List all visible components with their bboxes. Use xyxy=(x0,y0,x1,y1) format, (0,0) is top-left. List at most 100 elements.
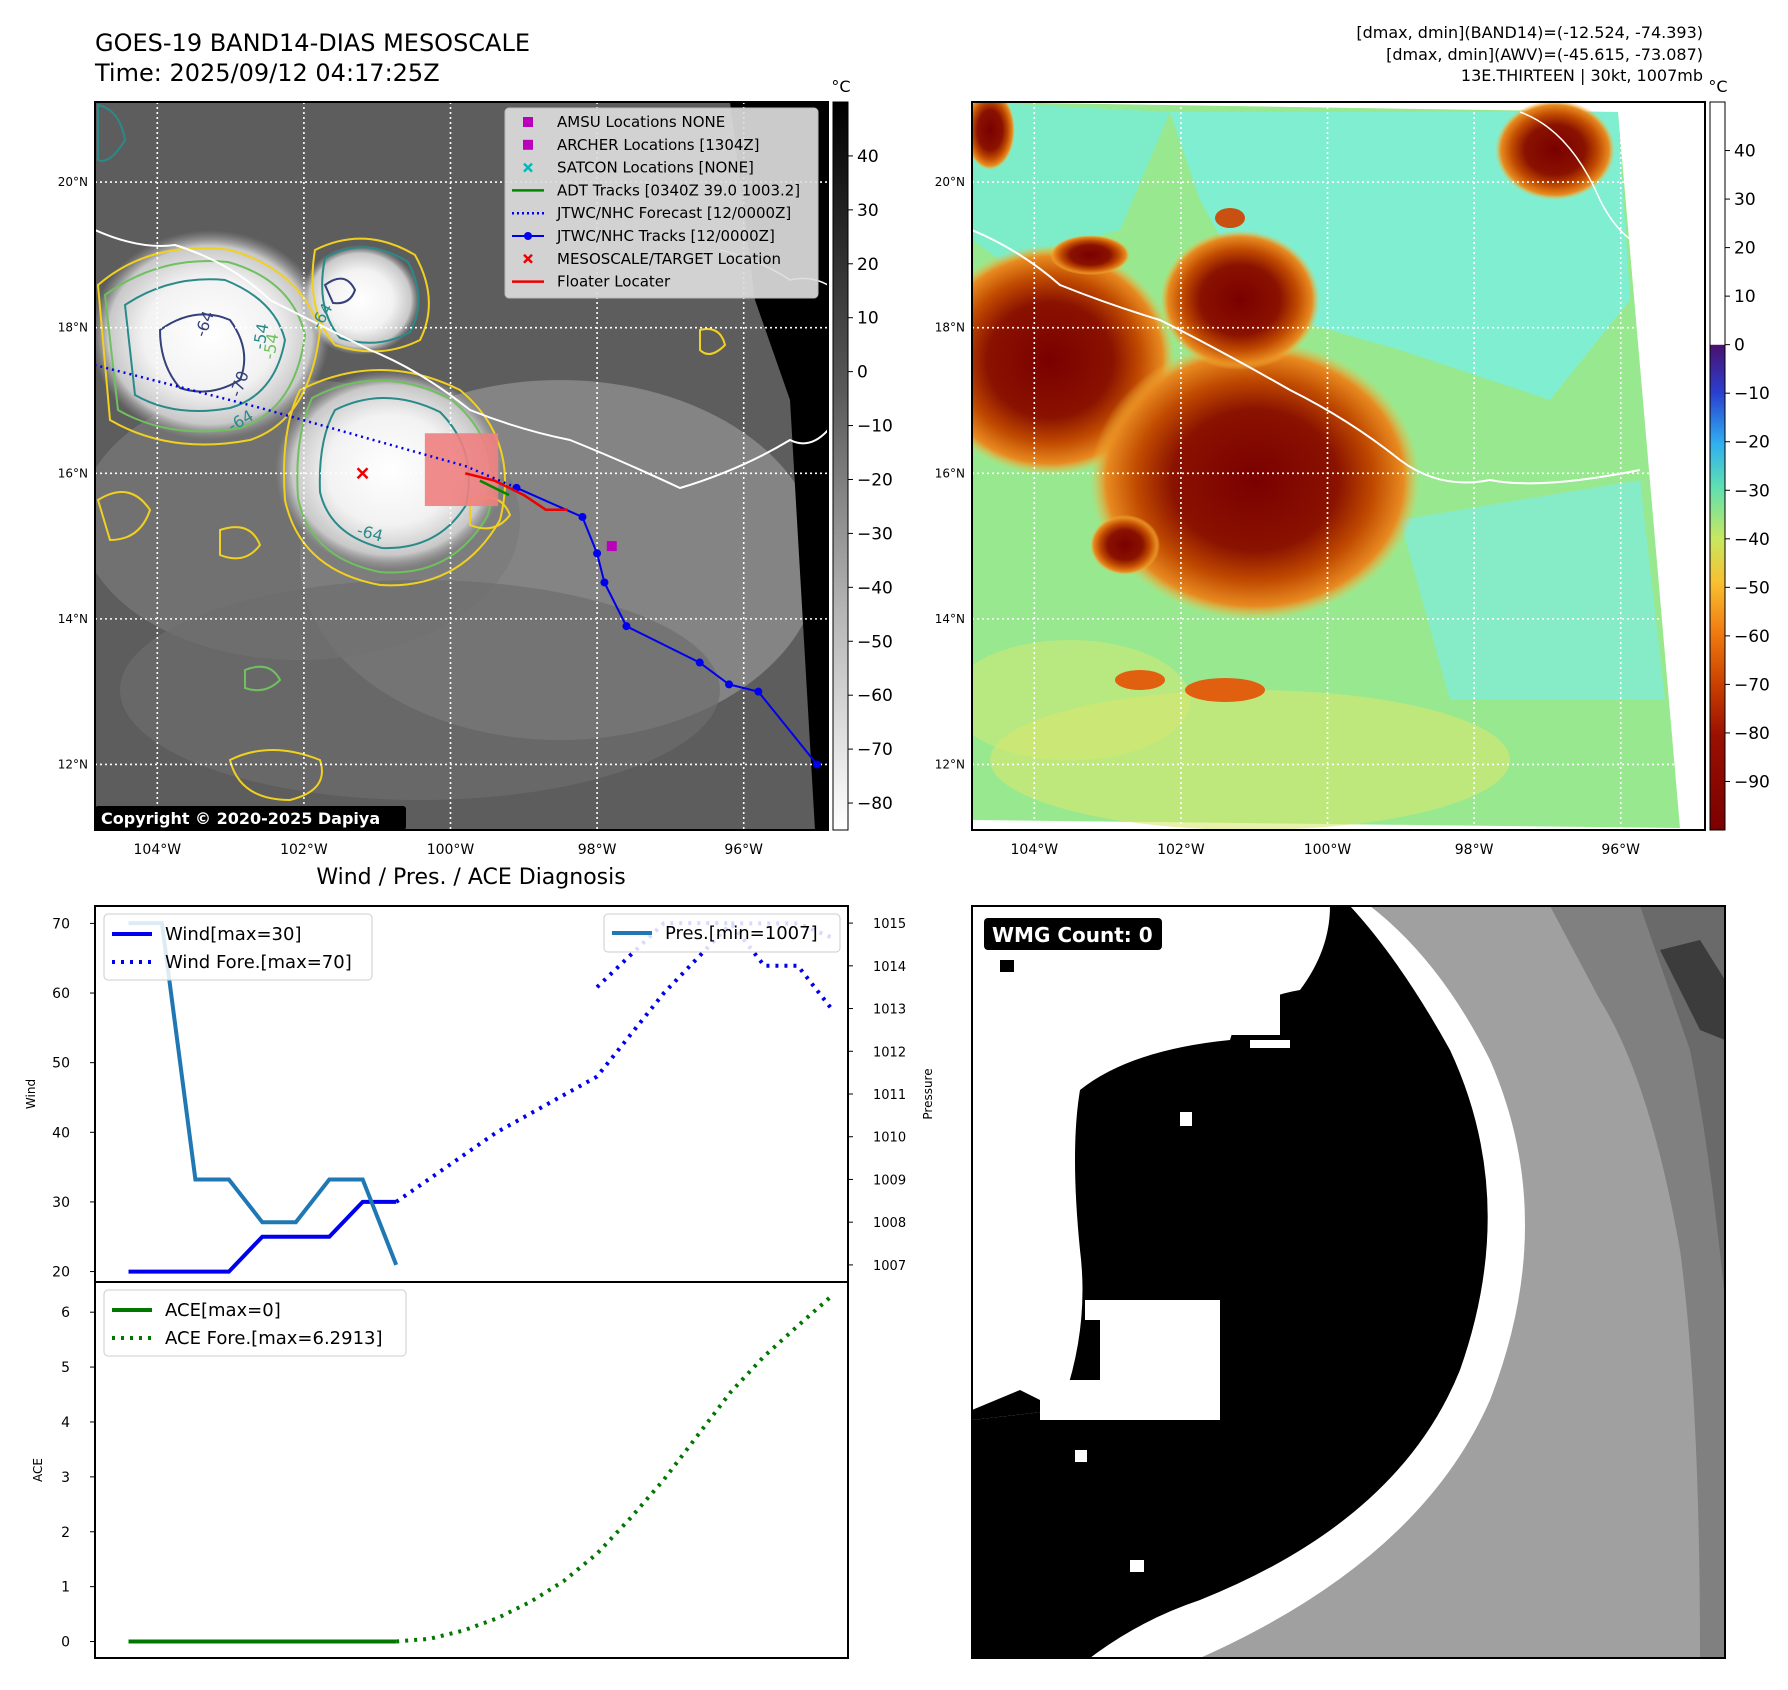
pressure-tick-label: 1011 xyxy=(873,1088,906,1103)
main-time: Time: 2025/09/12 04:17:25Z xyxy=(94,59,440,87)
lon-tick-label: 104°W xyxy=(134,842,182,858)
legend-box xyxy=(103,913,373,981)
lon-tick-label: 100°W xyxy=(427,842,475,858)
colorbar-tick-label: 40 xyxy=(1734,142,1756,162)
lat-tick-label: 12°N xyxy=(58,757,88,771)
pressure-tick-label: 1007 xyxy=(873,1259,906,1274)
colorbar-tick-label: 30 xyxy=(857,201,879,221)
legend-entry: Wind[max=30] xyxy=(165,924,302,945)
colorbar-tick-label: −80 xyxy=(857,794,893,814)
colorbar-tick-label: 0 xyxy=(857,363,868,383)
contour-label: -54 xyxy=(259,332,282,361)
ir-colorbar-ticks: 40 30 20 10 0 −10 −20 −30 −40 −50 −60 −70 −80 xyxy=(848,147,893,814)
diag-line-2: [dmax, dmin](AWV)=(-45.615, -73.087) xyxy=(1386,45,1703,64)
ir-floater-box xyxy=(424,433,499,507)
main-title: GOES-19 BAND14-DIAS MESOSCALE xyxy=(95,29,530,57)
colorbar-tick-label: −40 xyxy=(1734,530,1770,550)
copyright: Copyright © 2020-2025 Dapiya xyxy=(101,809,380,828)
awv-panel: 20°N 18°N 16°N 14°N 12°N 104°W 102°W 100°W 98°W 9… xyxy=(935,77,1770,858)
lon-tick-label: 102°W xyxy=(280,842,328,858)
archer-marker xyxy=(606,541,617,552)
lon-tick-label: 96°W xyxy=(1601,842,1640,858)
pressure-tick-label: 1009 xyxy=(873,1173,906,1188)
wind-tick-label: 70 xyxy=(52,916,70,932)
pressure-tick-label: 1013 xyxy=(873,1003,906,1018)
colorbar-tick-label: −90 xyxy=(1734,772,1770,792)
jtwc-track-point xyxy=(600,578,609,587)
ir-colorbar xyxy=(832,101,849,831)
legend-marker xyxy=(523,139,533,150)
lat-tick-label: 12°N xyxy=(935,757,965,771)
colorbar-tick-label: −60 xyxy=(857,686,893,706)
ace-tick-label: 2 xyxy=(61,1525,70,1541)
legend-marker xyxy=(523,162,533,173)
legend-entry: Wind Fore.[max=70] xyxy=(165,952,352,973)
legend-marker xyxy=(523,117,533,127)
wind-tick-label: 50 xyxy=(52,1056,70,1072)
pressure-axis-label: Pressure xyxy=(921,1068,935,1119)
colorbar-tick-label: 0 xyxy=(1734,336,1745,356)
diag-line-1: [dmax, dmin](BAND14)=(-12.524, -74.393) xyxy=(1356,23,1703,42)
colorbar-tick-label: −50 xyxy=(857,632,893,652)
ace-tick-label: 5 xyxy=(61,1360,70,1376)
ace-series-line xyxy=(396,1294,833,1644)
lat-tick-label: 20°N xyxy=(935,175,965,189)
pressure-tick-label: 1015 xyxy=(873,917,906,932)
wmg-count-bg xyxy=(984,918,1162,950)
wmg-panel: WMG Count: 0 xyxy=(971,905,1726,1659)
colorbar-tick-label: −60 xyxy=(1734,627,1770,647)
jtwc-track-point xyxy=(725,680,734,689)
copyright-bg xyxy=(95,806,406,830)
wind-axis-label: Wind xyxy=(24,1079,38,1109)
awv-imagery xyxy=(972,102,1705,830)
ir-colorbar-unit: °C xyxy=(831,77,850,96)
awv-colorbar-unit: °C xyxy=(1708,77,1727,96)
legend-marker-dot xyxy=(524,232,532,240)
wind-tick-label: 40 xyxy=(52,1125,70,1141)
ir-legend: AMSU Locations NONE ARCHER Locations [130… xyxy=(504,107,819,299)
forecast-track xyxy=(90,362,517,489)
colorbar-tick-label: 40 xyxy=(857,147,879,167)
legend-entry: ADT Tracks [0340Z 39.0 1003.2] xyxy=(557,181,800,199)
pressure-tick-label: 1010 xyxy=(873,1131,906,1146)
lat-tick-label: 14°N xyxy=(58,612,88,626)
colorbar-tick-label: 30 xyxy=(1734,190,1756,210)
legend-entry: ARCHER Locations [1304Z] xyxy=(557,136,760,154)
jtwc-track-point xyxy=(622,622,631,631)
lon-tick-label: 102°W xyxy=(1157,842,1205,858)
lat-tick-label: 16°N xyxy=(58,466,88,480)
lat-tick-label: 20°N xyxy=(58,175,88,189)
lat-tick-label: 18°N xyxy=(58,321,88,335)
legend-entry: JTWC/NHC Tracks [12/0000Z] xyxy=(556,227,775,245)
colorbar-tick-label: −30 xyxy=(857,524,893,544)
legend-entry: SATCON Locations [NONE] xyxy=(557,159,754,177)
ace-tick-label: 6 xyxy=(61,1305,70,1321)
adt-track xyxy=(479,479,510,497)
colorbar-tick-label: −30 xyxy=(1734,481,1770,501)
series-line xyxy=(128,921,399,1266)
colorbar-tick-label: 10 xyxy=(857,309,879,329)
ace-tick-label: 4 xyxy=(61,1415,70,1431)
ir-tracks xyxy=(90,362,822,769)
lat-tick-label: 16°N xyxy=(935,466,965,480)
storm-info: 13E.THIRTEEN | 30kt, 1007mb xyxy=(1461,66,1703,85)
ace-tick-label: 1 xyxy=(61,1580,70,1596)
colorbar-tick-label: −10 xyxy=(1734,384,1770,404)
lon-tick-label: 96°W xyxy=(724,842,763,858)
colorbar-tick-label: −20 xyxy=(1734,433,1770,453)
ace-tick-label: 0 xyxy=(61,1635,70,1651)
legend-entry: ACE Fore.[max=6.2913] xyxy=(165,1328,383,1349)
ir-panel: 20°N 18°N 16°N 14°N 12°N 104°W 102°W 100°W 98°W 9… xyxy=(58,77,893,858)
floater-box xyxy=(424,433,499,507)
legend-entry: ACE[max=0] xyxy=(165,1300,281,1321)
ace-chart: ACE 0 1 2 3 4 5 6 ACE[max=0] ACE Fore.[max=6.291… xyxy=(31,1281,849,1659)
series-line xyxy=(128,1199,397,1274)
diagnosis-title: Wind / Pres. / ACE Diagnosis xyxy=(316,865,625,890)
awv-colorbar-ticks: 40 30 20 10 0 −10 −20 −30 −40 −50 −60 −70 −80 −90 xyxy=(1725,142,1770,792)
colorbar-tick-label: −80 xyxy=(1734,724,1770,744)
jtwc-track-point xyxy=(754,687,763,696)
awv-colorbar xyxy=(1709,101,1726,831)
pressure-tick-label: 1012 xyxy=(873,1045,906,1060)
wmg-count-label: WMG Count: 0 xyxy=(992,923,1153,947)
colorbar-tick-label: 20 xyxy=(857,255,879,275)
